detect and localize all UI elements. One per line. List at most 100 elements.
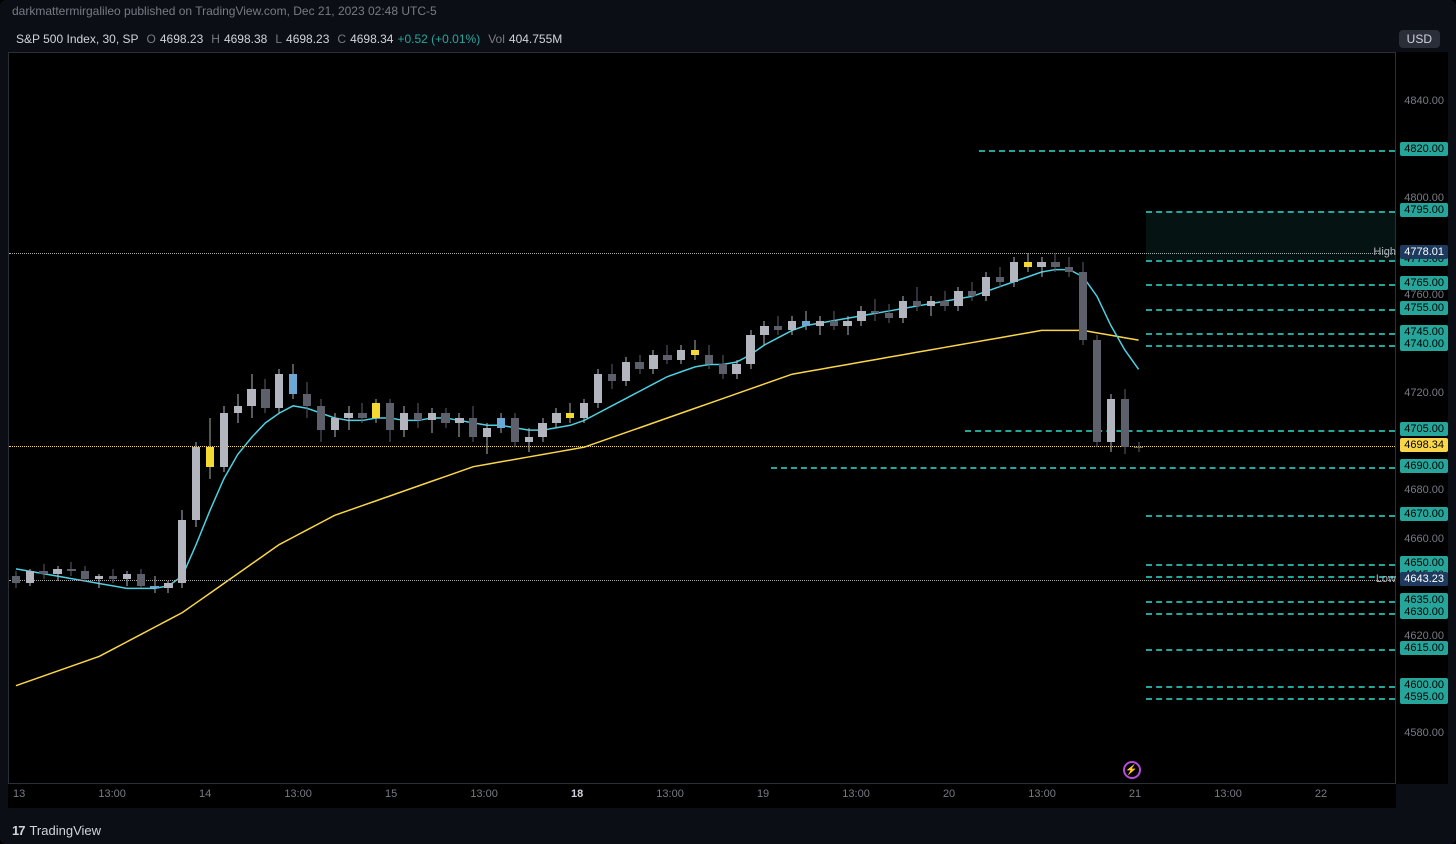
candle <box>1093 53 1101 783</box>
price-level-tag: 4670.00 <box>1400 507 1448 521</box>
candle <box>552 53 560 783</box>
price-level-tag: 4630.00 <box>1400 605 1448 619</box>
current-price-tag: 4698.34 <box>1400 438 1448 452</box>
tracker-line <box>9 446 1395 447</box>
symbol-name[interactable]: S&P 500 Index, 30, SP <box>16 32 139 46</box>
time-tick: 20 <box>943 788 955 800</box>
candle <box>1051 53 1059 783</box>
time-tick: 13:00 <box>284 788 312 800</box>
low-value: 4698.23 <box>286 32 329 46</box>
candle <box>580 53 588 783</box>
candle <box>109 53 117 783</box>
level-line <box>1146 698 1395 700</box>
candle <box>1037 53 1045 783</box>
level-line <box>1146 284 1395 286</box>
time-tick: 13:00 <box>98 788 126 800</box>
candle <box>400 53 408 783</box>
session-icon[interactable]: ⚡ <box>1123 761 1141 779</box>
overlay-svg <box>9 53 1395 783</box>
candle <box>192 53 200 783</box>
candle <box>996 53 1004 783</box>
price-level-tag: 4820.00 <box>1400 142 1448 156</box>
close-value: 4698.34 <box>350 32 393 46</box>
high-label: H <box>211 32 220 46</box>
chart-root: darkmattermirgalileo published on Tradin… <box>0 0 1456 844</box>
level-line <box>1146 564 1395 566</box>
candle <box>885 53 893 783</box>
candle <box>1024 53 1032 783</box>
time-tick: 13:00 <box>1214 788 1242 800</box>
footer-logo[interactable]: 17 TradingView <box>12 823 101 838</box>
candle <box>39 53 47 783</box>
candle <box>455 53 463 783</box>
price-level-tag: 4705.00 <box>1400 422 1448 436</box>
candle <box>525 53 533 783</box>
price-level-tag: 4615.00 <box>1400 641 1448 655</box>
level-line <box>1146 576 1395 578</box>
candle <box>497 53 505 783</box>
candle <box>1065 53 1073 783</box>
price-level-tag: 4755.00 <box>1400 301 1448 315</box>
price-tick: 4840.00 <box>1404 95 1444 107</box>
candle <box>344 53 352 783</box>
vol-value: 404.755M <box>509 32 562 46</box>
candle <box>81 53 89 783</box>
candle <box>123 53 131 783</box>
close-label: C <box>337 32 346 46</box>
tracker-line <box>9 253 1395 254</box>
candle <box>1079 53 1087 783</box>
candle <box>206 53 214 783</box>
low-marker-value: 4643.23 <box>1400 572 1448 586</box>
price-level-tag: 4740.00 <box>1400 337 1448 351</box>
candle <box>12 53 20 783</box>
candle <box>608 53 616 783</box>
price-level-tag: 4690.00 <box>1400 459 1448 473</box>
candle <box>732 53 740 783</box>
price-axis[interactable]: 4840.004800.004760.004720.004680.004660.… <box>1396 52 1448 784</box>
candle <box>234 53 242 783</box>
candle <box>428 53 436 783</box>
candle <box>705 53 713 783</box>
publish-caption: darkmattermirgalileo published on Tradin… <box>0 0 1456 24</box>
candle <box>538 53 546 783</box>
chart-panel[interactable]: ⚡ <box>8 52 1396 784</box>
high-value: 4698.38 <box>224 32 267 46</box>
candle <box>483 53 491 783</box>
tracker-line <box>9 580 1395 581</box>
candle <box>247 53 255 783</box>
candle <box>788 53 796 783</box>
candle <box>843 53 851 783</box>
candle <box>691 53 699 783</box>
candle <box>940 53 948 783</box>
high-marker-value: 4778.01 <box>1400 245 1448 259</box>
candle <box>414 53 422 783</box>
price-level-tag: 4795.00 <box>1400 203 1448 217</box>
candle <box>635 53 643 783</box>
candle <box>649 53 657 783</box>
time-axis[interactable]: 1313:001413:001513:001813:001913:002013:… <box>8 784 1396 808</box>
candle <box>441 53 449 783</box>
candle <box>857 53 865 783</box>
change-value: +0.52 (+0.01%) <box>397 32 480 46</box>
price-tick: 4720.00 <box>1404 387 1444 399</box>
candle <box>358 53 366 783</box>
candle <box>1121 53 1129 783</box>
candle <box>67 53 75 783</box>
footer-text: TradingView <box>29 823 101 838</box>
candle <box>137 53 145 783</box>
price-level-tag: 4595.00 <box>1400 690 1448 704</box>
vol-label: Vol <box>488 32 505 46</box>
currency-badge[interactable]: USD <box>1399 30 1440 48</box>
candle <box>566 53 574 783</box>
candle <box>164 53 172 783</box>
time-tick: 22 <box>1315 788 1327 800</box>
candle <box>289 53 297 783</box>
candle <box>275 53 283 783</box>
level-line <box>1146 686 1395 688</box>
ohlc-row: S&P 500 Index, 30, SP O4698.23 H4698.38 … <box>16 30 1396 48</box>
level-line <box>1146 649 1395 651</box>
candle <box>261 53 269 783</box>
price-level-tag: 4765.00 <box>1400 276 1448 290</box>
candle <box>816 53 824 783</box>
candle <box>220 53 228 783</box>
